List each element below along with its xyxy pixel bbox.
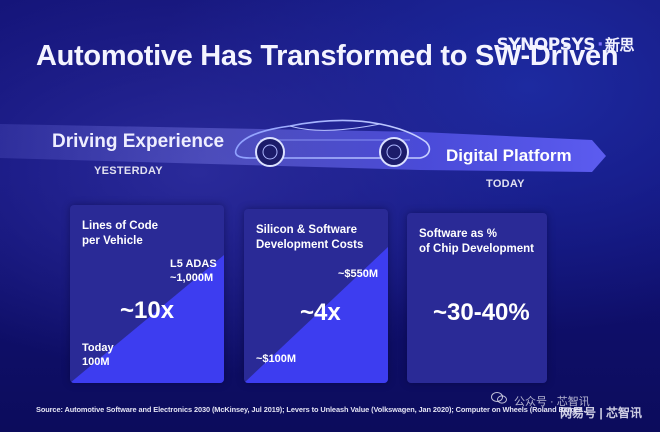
top-value: ~$550M — [338, 268, 379, 280]
car-illustration — [234, 119, 431, 167]
bottom-value: ~$100M — [256, 353, 297, 365]
watermark-line1: 公众号 · 芯智讯 — [514, 396, 590, 408]
dev-costs-card: Silicon & Software Development Costs ~$5… — [244, 209, 388, 383]
today-caption: TODAY — [486, 178, 525, 190]
wechat-icon — [491, 392, 507, 404]
timeline-left-label: Driving Experience — [52, 131, 225, 152]
percentage: ~30-40% — [433, 299, 530, 326]
lines-of-code-card: Lines of Code per Vehicle L5 ADAS ~1,000… — [70, 205, 224, 383]
timeline-right-label: Digital Platform — [446, 146, 572, 165]
growth-triangle — [244, 247, 388, 383]
slide-title: Automotive Has Transformed to SW-Driven — [36, 40, 619, 72]
watermark-line2: 网易号 | 芯智讯 — [560, 406, 643, 420]
card-heading: Software as % of Chip Development — [419, 228, 535, 255]
yesterday-caption: YESTERDAY — [94, 165, 163, 177]
synopsys-logo: SYNOPSYS · 新思 — [496, 35, 635, 55]
growth-triangle — [70, 255, 224, 383]
multiplier: ~10x — [120, 297, 175, 324]
top-value: L5 ADAS ~1,000M — [170, 258, 217, 284]
bottom-value: Today 100M — [82, 342, 114, 368]
timeline-arrow — [0, 120, 610, 176]
card-heading: Lines of Code per Vehicle — [82, 220, 159, 247]
source-footnote: Source: Automotive Software and Electron… — [36, 405, 588, 414]
multiplier: ~4x — [300, 299, 341, 326]
card-heading: Silicon & Software Development Costs — [256, 224, 364, 251]
software-share-card: Software as % of Chip Development ~30-40… — [407, 213, 547, 383]
